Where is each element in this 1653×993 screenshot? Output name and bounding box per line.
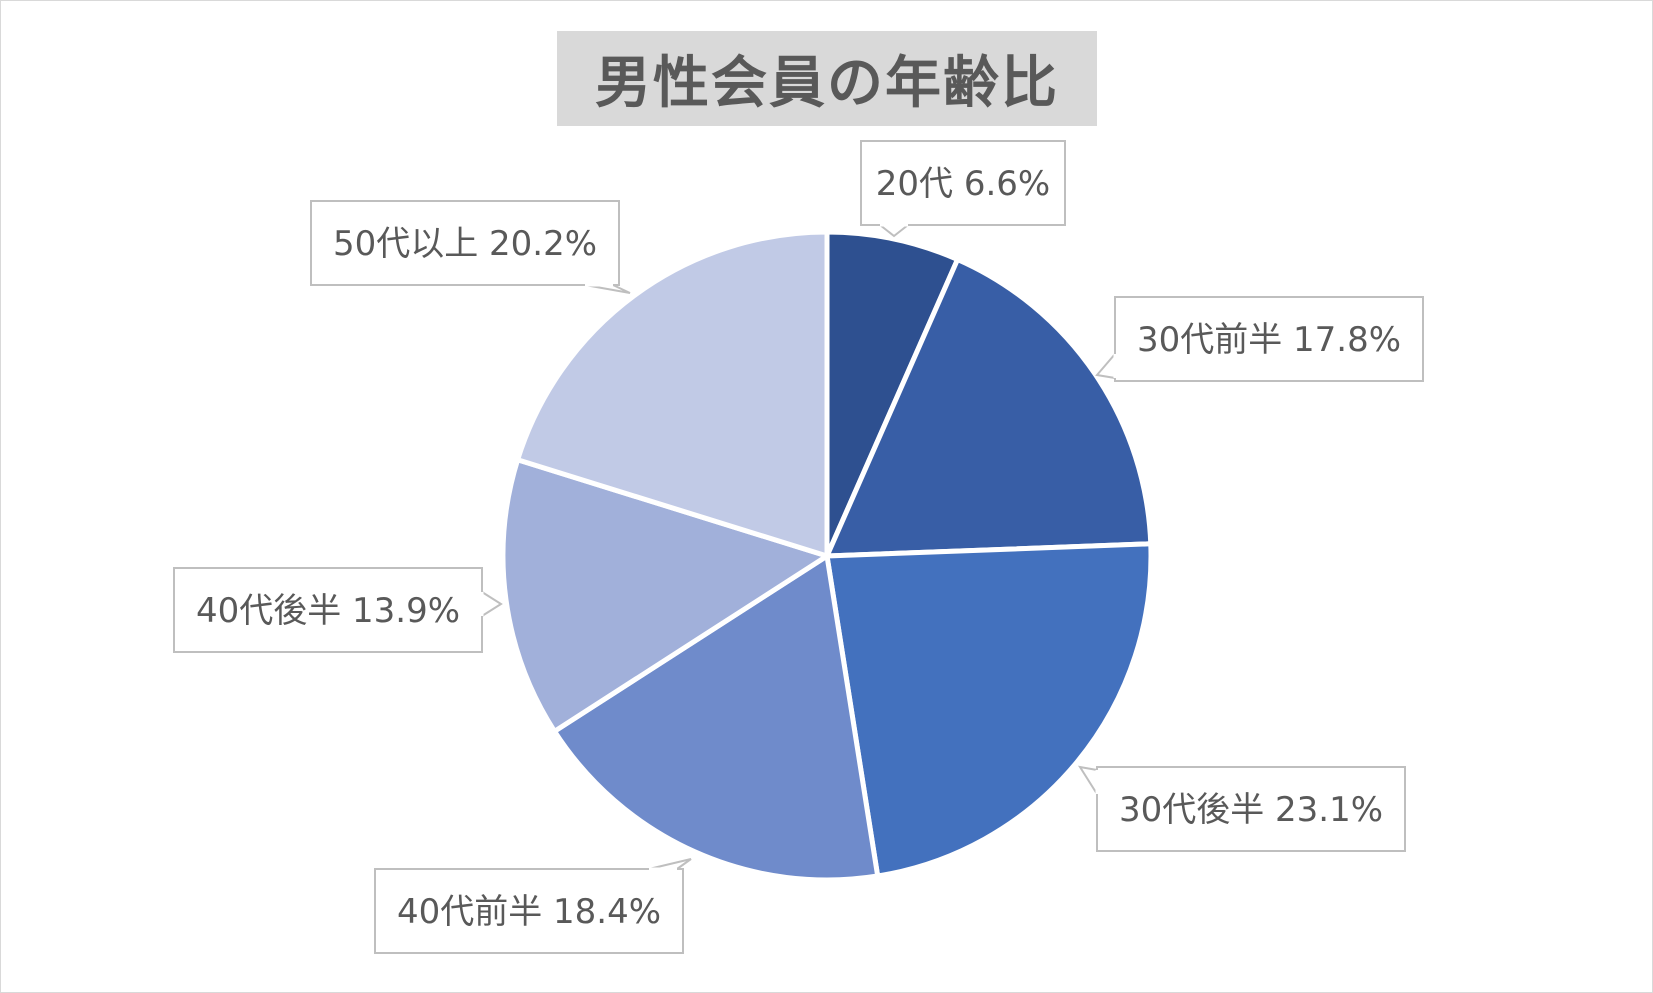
pie-slice-4: [552, 553, 881, 883]
data-label-pointer: [648, 858, 692, 870]
data-label-text: 30代前半 17.8%: [1137, 320, 1401, 360]
data-label-3: 30代後半 23.1%: [1077, 765, 1406, 852]
data-label-text: 40代前半 18.4%: [397, 892, 661, 932]
data-label-pointer: [1095, 353, 1116, 379]
data-label-2: 30代前半 17.8%: [1095, 296, 1424, 382]
data-label-text: 30代後半 23.1%: [1119, 790, 1383, 830]
pie-slice-6: [515, 229, 830, 559]
data-label-6: 50代以上 20.2%: [310, 200, 631, 294]
data-label-box: [1114, 296, 1424, 382]
chart-title: 男性会員の年齢比: [595, 51, 1059, 116]
data-label-pointer: [584, 284, 631, 294]
data-label-pointer: [1077, 765, 1098, 795]
pie-slice-3: [824, 541, 1154, 879]
pie-slice-2: [824, 256, 1154, 559]
data-label-text: 50代以上 20.2%: [333, 224, 597, 264]
data-label-pointer: [481, 591, 503, 617]
data-label-box: [310, 200, 620, 286]
pie-slice-1: [824, 229, 961, 559]
data-label-text: 20代 6.6%: [876, 164, 1050, 204]
data-label-box: [1096, 766, 1406, 852]
pie-slice-5: [500, 457, 830, 734]
data-label-box: [374, 868, 684, 954]
data-label-box: [173, 567, 483, 653]
data-label-box: [860, 140, 1066, 226]
data-label-5: 40代後半 13.9%: [173, 567, 503, 653]
data-label-pointer: [879, 224, 909, 238]
data-label-4: 40代前半 18.4%: [374, 858, 692, 954]
chart-title-box: 男性会員の年齢比: [557, 31, 1097, 126]
data-label-text: 40代後半 13.9%: [196, 591, 460, 631]
data-label-1: 20代 6.6%: [860, 140, 1066, 238]
